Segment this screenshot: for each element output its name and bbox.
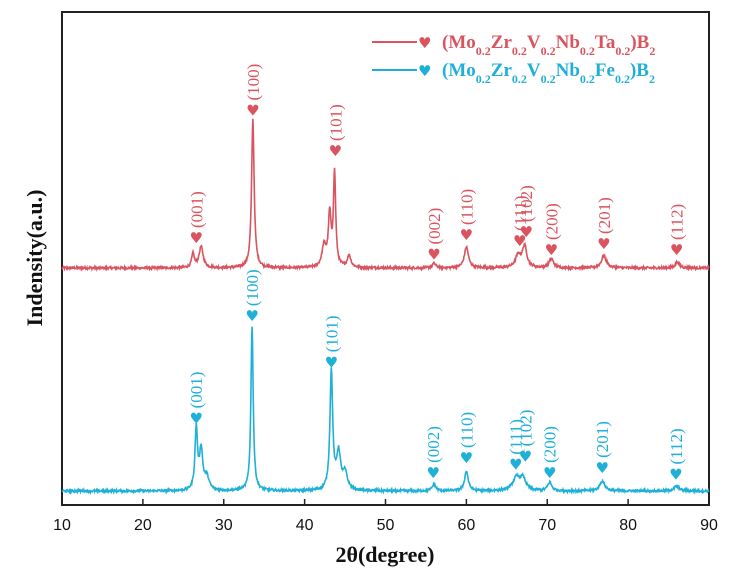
x-tick-label: 80 (619, 517, 637, 534)
peak-label: (100) (244, 64, 263, 101)
legend-heart-icon: ♥ (418, 34, 431, 52)
x-tick-label: 10 (53, 517, 71, 534)
peak-marker-heart-icon: ♥ (325, 353, 338, 371)
x-tick-label: 90 (700, 517, 718, 534)
legend-label-2: (Mo0.2Zr0.2V0.2Nb0.2Fe0.2)B2 (442, 60, 655, 86)
peak-marker-heart-icon: ♥ (246, 102, 259, 120)
peak-marker-heart-icon: ♥ (509, 456, 522, 474)
peak-label: (001) (187, 372, 206, 409)
peak-label: (110) (457, 412, 476, 448)
peak-marker-heart-icon: ♥ (597, 235, 610, 253)
x-tick-label: 30 (215, 517, 233, 534)
legend-label-1: (Mo0.2Zr0.2V0.2Nb0.2Ta0.2)B2 (442, 32, 655, 58)
x-axis-title: 2θ(degree) (335, 542, 434, 567)
peak-label: (002) (424, 426, 443, 463)
peak-label: (200) (542, 203, 561, 240)
peak-marker-heart-icon: ♥ (545, 241, 558, 259)
peak-label: (111) (507, 419, 526, 455)
x-tick-label: 50 (377, 517, 395, 534)
peak-label: (101) (326, 104, 345, 141)
peak-label: (112) (668, 204, 687, 240)
x-tick-label: 70 (538, 517, 556, 534)
peak-marker-heart-icon: ♥ (190, 229, 203, 247)
peak-marker-heart-icon: ♥ (519, 223, 532, 241)
peak-marker-heart-icon: ♥ (670, 241, 683, 259)
peak-label: (101) (322, 315, 341, 352)
peak-label: (102) (516, 410, 535, 447)
y-axis-title: Indensity(a.u.) (22, 190, 47, 327)
peak-label: (001) (187, 191, 206, 228)
peak-marker-heart-icon: ♥ (669, 466, 682, 484)
peak-marker-heart-icon: ♥ (513, 232, 526, 250)
peak-marker-heart-icon: ♥ (329, 142, 342, 160)
series-line-2 (61, 326, 710, 496)
peak-label: (002) (425, 208, 444, 245)
peak-label: (110) (457, 189, 476, 225)
peak-marker-heart-icon: ♥ (596, 459, 609, 477)
peak-marker-heart-icon: ♥ (543, 464, 556, 482)
peak-marker-heart-icon: ♥ (519, 447, 532, 465)
peak-marker-heart-icon: ♥ (190, 409, 203, 427)
legend-heart-icon: ♥ (418, 62, 431, 80)
x-tick-label: 40 (296, 517, 314, 534)
series-line-1 (61, 118, 710, 273)
peak-marker-heart-icon: ♥ (426, 464, 439, 482)
peak-marker-heart-icon: ♥ (460, 449, 473, 467)
x-tick-label: 60 (457, 517, 475, 534)
peak-marker-heart-icon: ♥ (460, 226, 473, 244)
peak-label: (201) (593, 421, 612, 458)
peak-marker-heart-icon: ♥ (245, 307, 258, 325)
peak-marker-heart-icon: ♥ (427, 246, 440, 264)
x-tick-label: 20 (134, 517, 152, 534)
peak-label: (201) (595, 197, 614, 234)
peak-label: (112) (667, 428, 686, 464)
peak-label: (200) (541, 426, 560, 463)
peak-label: (100) (243, 269, 262, 306)
peak-label: (111) (511, 195, 530, 231)
peak-label: (102) (517, 185, 536, 222)
